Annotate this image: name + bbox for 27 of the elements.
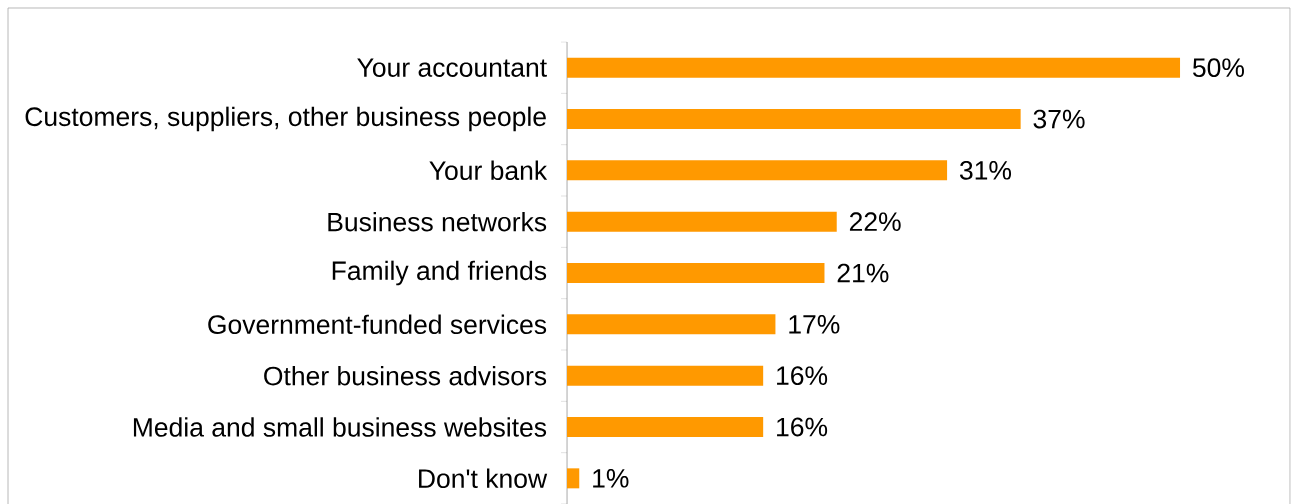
y-tick-label: Don't know (419, 468, 548, 489)
data-label: 16% (777, 417, 828, 437)
y-tick-label: Your bank (429, 160, 548, 181)
data-label: 37% (1033, 109, 1085, 129)
y-tick-label: Customers, suppliers, other business people (25, 106, 546, 132)
bar (567, 365, 764, 386)
y-tick-label: Other business advisors (264, 365, 547, 386)
y-tick-label: Family and friends (332, 260, 547, 286)
bar (567, 468, 580, 489)
bar (567, 417, 764, 438)
data-label: 17% (789, 315, 840, 334)
y-tick-label: Government-funded services (208, 314, 547, 335)
bar (567, 109, 1021, 130)
data-label: 31% (959, 160, 1012, 180)
data-label: 21% (837, 263, 889, 283)
data-label: 16% (777, 366, 828, 386)
bar (567, 160, 948, 181)
y-tick-label: Business networks (328, 211, 547, 232)
data-label: 22% (849, 212, 901, 232)
y-tick-label: Media and small business websites (133, 417, 547, 437)
bar (567, 263, 825, 284)
data-label: 50% (1192, 58, 1244, 78)
y-tick-label: Your accountant (357, 58, 547, 77)
bar (567, 211, 837, 232)
data-label: 1% (593, 469, 629, 488)
bar (567, 57, 1181, 78)
bar (567, 314, 776, 335)
